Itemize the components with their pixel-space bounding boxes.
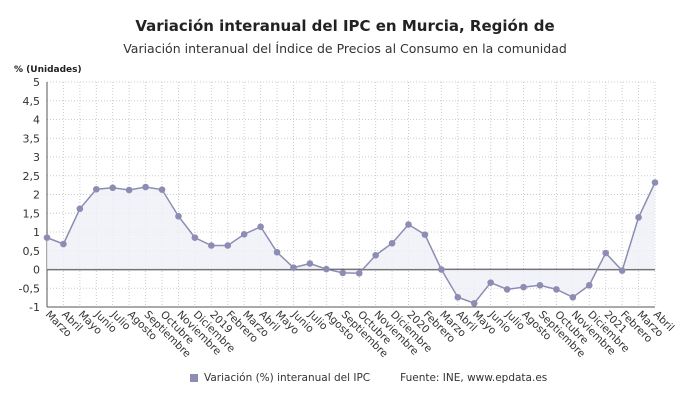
data-point: [125, 186, 133, 194]
y-tick-label: 3,5: [23, 132, 41, 145]
data-point: [257, 223, 264, 231]
data-point: [438, 266, 445, 273]
data-point: [635, 214, 642, 221]
y-tick-label: 2,5: [23, 170, 41, 183]
data-point: [240, 230, 248, 238]
data-point: [224, 242, 232, 249]
data-point: [421, 231, 429, 238]
y-tick-label: 1: [33, 226, 40, 239]
data-point: [405, 221, 412, 228]
legend-swatch: [190, 374, 198, 382]
data-point: [158, 186, 166, 193]
data-point: [175, 212, 182, 220]
source-note: Fuente: INE, www.epdata.es: [400, 372, 548, 384]
area-fill: [47, 182, 655, 304]
legend-label: Variación (%) interanual del IPC: [204, 372, 371, 384]
legend: Variación (%) interanual del IPC Fuente:…: [190, 372, 547, 384]
y-axis-label: % (Unidades): [14, 65, 82, 75]
data-point: [651, 179, 659, 186]
data-point: [503, 286, 511, 293]
chart-title: Variación interanual del IPC en Murcia, …: [135, 17, 555, 35]
y-tick-label: 5: [33, 76, 40, 89]
data-point: [76, 205, 84, 213]
data-point: [191, 234, 199, 241]
data-point: [60, 240, 67, 248]
y-tick-label: 3: [33, 151, 40, 164]
data-point: [536, 281, 544, 289]
data-point: [339, 269, 347, 277]
data-point: [520, 283, 527, 291]
y-tick-label: 1,5: [23, 207, 41, 220]
data-point: [602, 249, 610, 257]
data-point: [618, 267, 626, 274]
y-tick-label: 0,5: [23, 245, 41, 258]
data-point: [208, 242, 215, 249]
data-point: [43, 234, 51, 241]
data-point: [553, 286, 560, 293]
data-point: [454, 293, 462, 301]
y-tick-label: 0: [33, 264, 40, 277]
data-point: [388, 239, 396, 247]
data-point: [142, 183, 149, 191]
data-point: [92, 185, 100, 193]
y-tick-label: 2: [33, 189, 40, 202]
data-point: [470, 299, 478, 307]
data-point: [290, 264, 297, 271]
data-point: [372, 251, 379, 259]
data-point: [355, 269, 363, 277]
data-point: [569, 293, 577, 301]
y-tick-label: -0,5: [19, 282, 40, 295]
data-point: [273, 248, 281, 256]
y-tick-label: 4: [33, 114, 40, 127]
data-point: [323, 265, 330, 273]
data-point: [487, 279, 494, 286]
y-tick-label: 4,5: [23, 95, 41, 108]
y-tick-label: -1: [29, 301, 40, 314]
data-point: [109, 184, 117, 192]
data-point: [585, 281, 593, 289]
data-point: [306, 260, 314, 267]
chart-subtitle: Variación interanual del Índice de Preci…: [123, 41, 567, 56]
